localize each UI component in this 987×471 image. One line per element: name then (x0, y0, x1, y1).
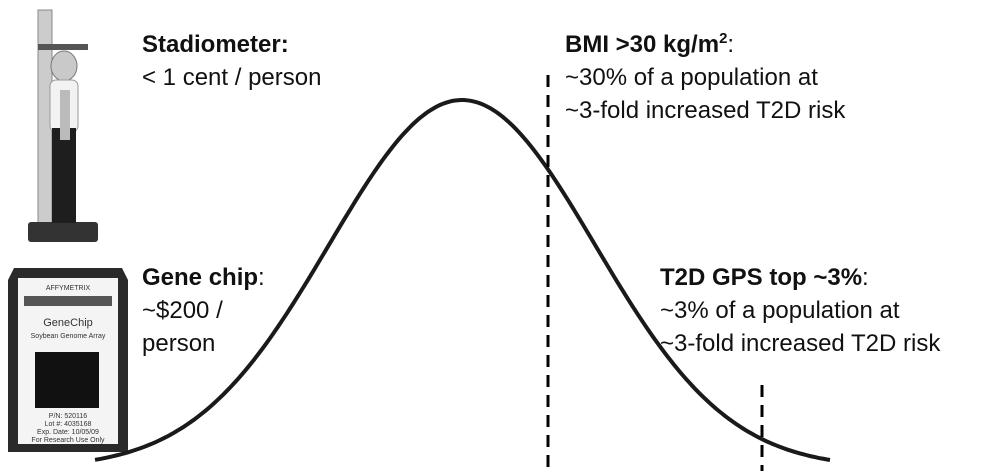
annotation-line: person (142, 330, 215, 357)
punctuation: : (258, 264, 265, 291)
annotation-line: ~3% of a population at (660, 297, 900, 324)
chip-brand: AFFYMETRIX (46, 285, 91, 292)
superscript: 2 (719, 30, 727, 47)
annotation-line: ~$200 / (142, 297, 223, 324)
annotation-title: Gene chip: (142, 264, 265, 291)
annotation-title: Stadiometer: (142, 31, 289, 58)
stadiometer-photo (28, 9, 98, 242)
chip-array: Soybean Genome Array (31, 333, 106, 340)
annotation-line: < 1 cent / person (142, 64, 321, 91)
annotation-title: T2D GPS top ~3%: (660, 264, 869, 291)
chip-detail: Exp. Date: 10/05/09 (37, 429, 99, 436)
chip-detail: P/N: 520116 (49, 413, 88, 420)
punctuation: : (727, 31, 734, 58)
annotation-line: ~3-fold increased T2D risk (565, 97, 846, 124)
annotation-label: T2D GPS top ~3% (660, 264, 862, 291)
gene-chip-photo: AFFYMETRIX GeneChip Soybean Genome Array… (8, 268, 128, 452)
bell-curve (94, 98, 831, 462)
annotation-label: Stadiometer: (142, 31, 289, 58)
punctuation: : (862, 264, 869, 291)
annotation-line: ~30% of a population at (565, 64, 818, 91)
chip-name: GeneChip (43, 317, 93, 329)
annotation-label: Gene chip (142, 264, 258, 291)
annotation-line: ~3-fold increased T2D risk (660, 330, 941, 357)
annotation-label: BMI >30 kg/m (565, 31, 719, 58)
annotation-title: BMI >30 kg/m2: (565, 30, 734, 58)
chip-detail: For Research Use Only (31, 437, 105, 444)
chip-detail: Lot #: 4035168 (45, 421, 92, 428)
